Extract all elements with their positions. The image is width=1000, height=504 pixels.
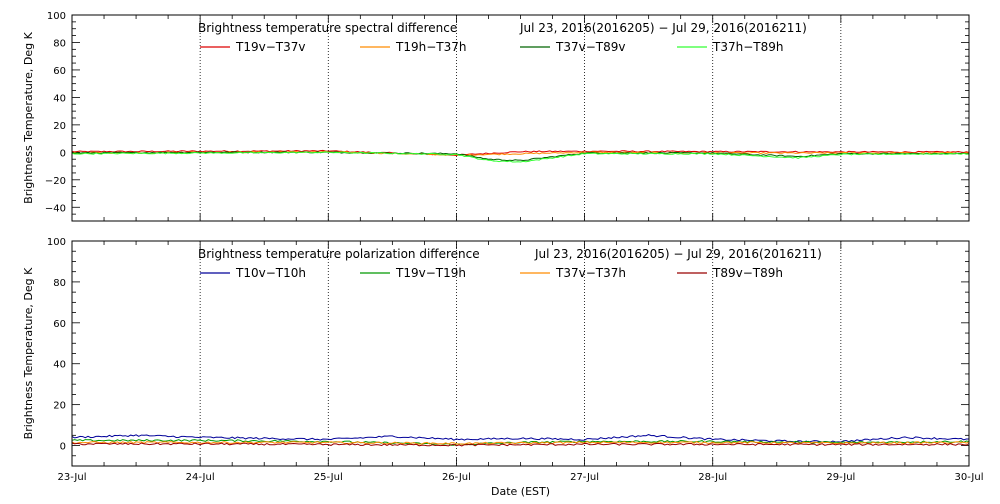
panel-title: Brightness temperature polarization diff… [198, 247, 480, 261]
x-tick-label: 23-Jul [58, 472, 87, 483]
x-axis-label: Date (EST) [491, 485, 550, 498]
panel-date-range: Jul 23, 2016(2016205) − Jul 29, 2016(201… [534, 247, 822, 261]
x-tick-label: 30-Jul [955, 472, 984, 483]
y-tick-label: 20 [53, 401, 66, 412]
y-tick-label: −40 [45, 203, 66, 214]
panel-polarization: 0 20 40 60 80 100 23-Jul 24-Jul 25-Jul 26-Jul 27-J… [22, 237, 983, 498]
x-tick-label: 24-Jul [186, 472, 215, 483]
legend-label: T37h−T89h [712, 40, 783, 54]
y-tick-label: 60 [53, 66, 66, 77]
series-line-t37v-t37h [71, 441, 970, 445]
y-tick-label: 20 [53, 121, 66, 132]
x-tick-label: 28-Jul [698, 472, 727, 483]
series-line-t89v-t89h [71, 442, 970, 447]
y-axis-label: Brightness Temperature, Deg K [22, 31, 35, 203]
x-tick-label: 25-Jul [314, 472, 343, 483]
x-tick-label: 27-Jul [570, 472, 599, 483]
panel-date-range: Jul 23, 2016(2016205) − Jul 29, 2016(201… [519, 21, 807, 35]
panel-title: Brightness temperature spectral differen… [198, 21, 457, 35]
series-line-t37v-t89v [71, 151, 970, 162]
y-tick-label: 60 [53, 319, 66, 330]
y-tick-label: 40 [53, 360, 66, 371]
legend-label: T19v−T19h [395, 266, 466, 280]
y-tick-label: 100 [47, 11, 66, 22]
y-axis-label: Brightness Temperature, Deg K [22, 267, 35, 439]
plot-frame [71, 240, 970, 467]
legend-label: T37v−T37h [555, 266, 626, 280]
y-tick-label: −20 [45, 176, 66, 187]
legend-label: T19h−T37h [395, 40, 466, 54]
x-tick-label: 29-Jul [826, 472, 855, 483]
series-line-t37h-t89h [71, 151, 970, 163]
y-tick-label: 40 [53, 93, 66, 104]
legend-label: T10v−T10h [235, 266, 306, 280]
legend-label: T19v−T37v [235, 40, 305, 54]
legend-label: T37v−T89v [555, 40, 625, 54]
y-tick-label: 0 [60, 442, 66, 453]
y-tick-label: 80 [53, 38, 66, 49]
y-tick-label: 0 [60, 148, 66, 159]
series-line-t19v-t37v [71, 149, 970, 157]
y-tick-label: 100 [47, 237, 66, 248]
plot-frame [71, 14, 970, 222]
legend-label: T89v−T89h [712, 266, 783, 280]
x-tick-label: 26-Jul [442, 472, 471, 483]
panel-spectral: −40 −20 0 20 40 60 80 100 Brightness temperature… [22, 11, 970, 222]
y-tick-label: 80 [53, 278, 66, 289]
